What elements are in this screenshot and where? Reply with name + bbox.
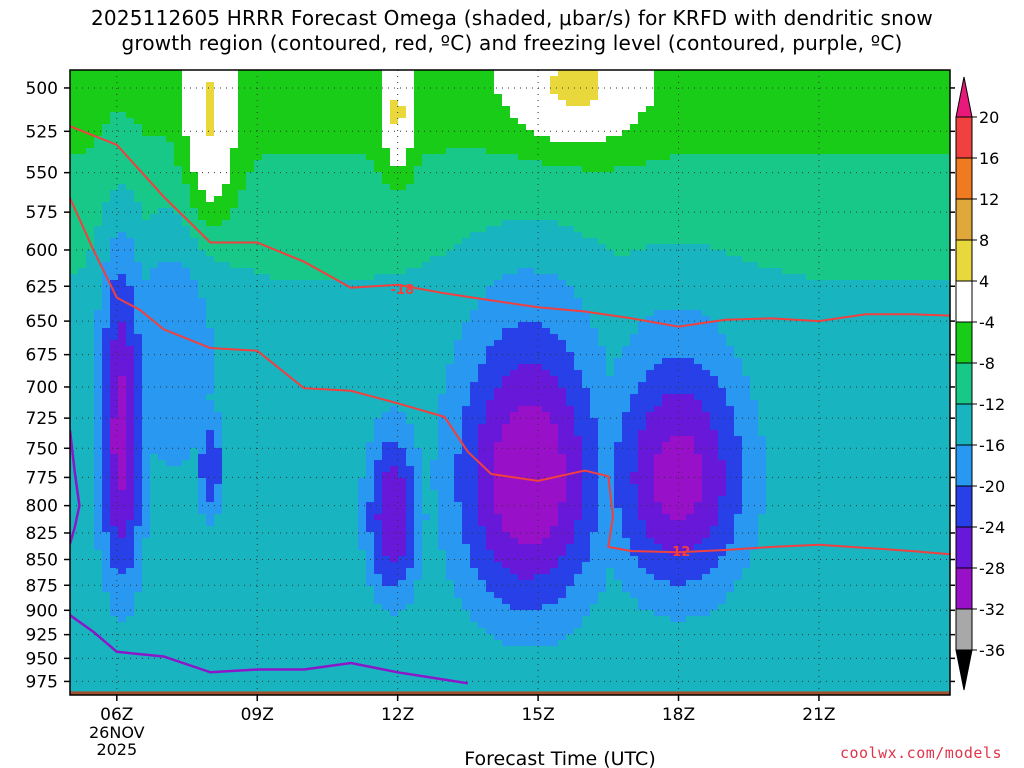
- y-tick-label: 975: [26, 672, 58, 692]
- colorbar-label: 20: [979, 108, 999, 127]
- colorbar-label: 16: [979, 149, 999, 168]
- y-tick-label: 850: [26, 551, 58, 571]
- colorbar-bottom-arrow: [955, 649, 973, 691]
- colorbar-label: -24: [979, 518, 1005, 537]
- y-tick-label: 775: [26, 468, 58, 488]
- x-tick-label: 12Z: [381, 705, 414, 725]
- y-tick-label: 875: [26, 576, 58, 596]
- colorbar-top-arrow: [955, 76, 973, 118]
- chart-title-line2: growth region (contoured, red, ºC) and f…: [121, 31, 903, 55]
- credit-text[interactable]: coolwx.com/models: [839, 744, 1002, 762]
- colorbar: 20 16 12 8 4 -4 -8 -12 -16 -20 -24 -28 -32 -36: [955, 76, 1005, 691]
- colorbar-band: [955, 608, 973, 651]
- colorbar-label: 8: [979, 231, 989, 250]
- y-tick-label: 750: [26, 439, 58, 459]
- colorbar-band: [955, 116, 973, 159]
- y-tick-label: 800: [26, 497, 58, 517]
- y-tick-label: 500: [26, 79, 58, 99]
- x-axis-label: Forecast Time (UTC): [464, 748, 655, 768]
- x-tick-label: 18Z: [662, 705, 695, 725]
- y-tick-label: 550: [26, 164, 58, 184]
- y-axis: 500 525 550 575 600 625 650 675 700 725 750 775 800 8…: [26, 79, 955, 692]
- colorbar-label: 12: [979, 190, 999, 209]
- colorbar-band: [955, 485, 973, 528]
- y-tick-label: 900: [26, 601, 58, 621]
- dgz-contour-label: -12: [667, 545, 691, 560]
- x-tick-label: 15Z: [521, 705, 554, 725]
- colorbar-band: [955, 321, 973, 364]
- chart-title: 2025112605 HRRR Forecast Omega (shaded, …: [0, 6, 1024, 56]
- colorbar-band: [955, 198, 973, 241]
- chart-title-line1: 2025112605 HRRR Forecast Omega (shaded, …: [90, 6, 933, 30]
- y-tick-label: 950: [26, 649, 58, 669]
- x-tick-label: 21Z: [802, 705, 835, 725]
- colorbar-label: -4: [979, 313, 995, 332]
- y-tick-label: 700: [26, 378, 58, 398]
- freezing-contour-line: [70, 430, 81, 545]
- colorbar-band: [955, 280, 973, 323]
- colorbar-label: -36: [979, 641, 1005, 660]
- freezing-contour-line: [70, 614, 469, 685]
- colorbar-band: [955, 157, 973, 200]
- y-tick-label: 725: [26, 409, 58, 429]
- omega-shading: [70, 70, 950, 695]
- colorbar-label: -28: [979, 559, 1005, 578]
- ground-layer: [70, 691, 950, 695]
- freezing-level-contours: [70, 430, 469, 685]
- x-tick-label: 09Z: [241, 705, 274, 725]
- y-tick-label: 650: [26, 312, 58, 332]
- x-tick-label: 06Z: [100, 705, 133, 725]
- colorbar-band: [955, 444, 973, 487]
- colorbar-label: -20: [979, 477, 1005, 496]
- y-tick-label: 625: [26, 277, 58, 297]
- colorbar-label: 4: [979, 272, 989, 291]
- x-date-label: 2025: [96, 740, 137, 759]
- dgz-contour-line: [70, 125, 950, 328]
- colorbar-band: [955, 567, 973, 610]
- y-tick-label: 575: [26, 203, 58, 223]
- dgz-contour-label: -18: [391, 283, 415, 298]
- colorbar-band: [955, 403, 973, 446]
- colorbar-label: -16: [979, 436, 1005, 455]
- colorbar-label: -12: [979, 395, 1005, 414]
- y-tick-label: 525: [26, 122, 58, 142]
- y-tick-label: 825: [26, 524, 58, 544]
- y-tick-label: 600: [26, 241, 58, 261]
- colorbar-label: -32: [979, 600, 1005, 619]
- plot-frame: [69, 69, 951, 696]
- colorbar-label: -8: [979, 354, 995, 373]
- x-date-label: 26NOV: [89, 723, 145, 742]
- grid-lines: [70, 70, 950, 695]
- y-tick-label: 925: [26, 626, 58, 646]
- dgz-contour-line: [70, 197, 950, 556]
- colorbar-band: [955, 362, 973, 405]
- colorbar-band: [955, 526, 973, 569]
- colorbar-band: [955, 239, 973, 282]
- y-tick-label: 675: [26, 346, 58, 366]
- dgz-contours: -18 -12: [70, 125, 950, 560]
